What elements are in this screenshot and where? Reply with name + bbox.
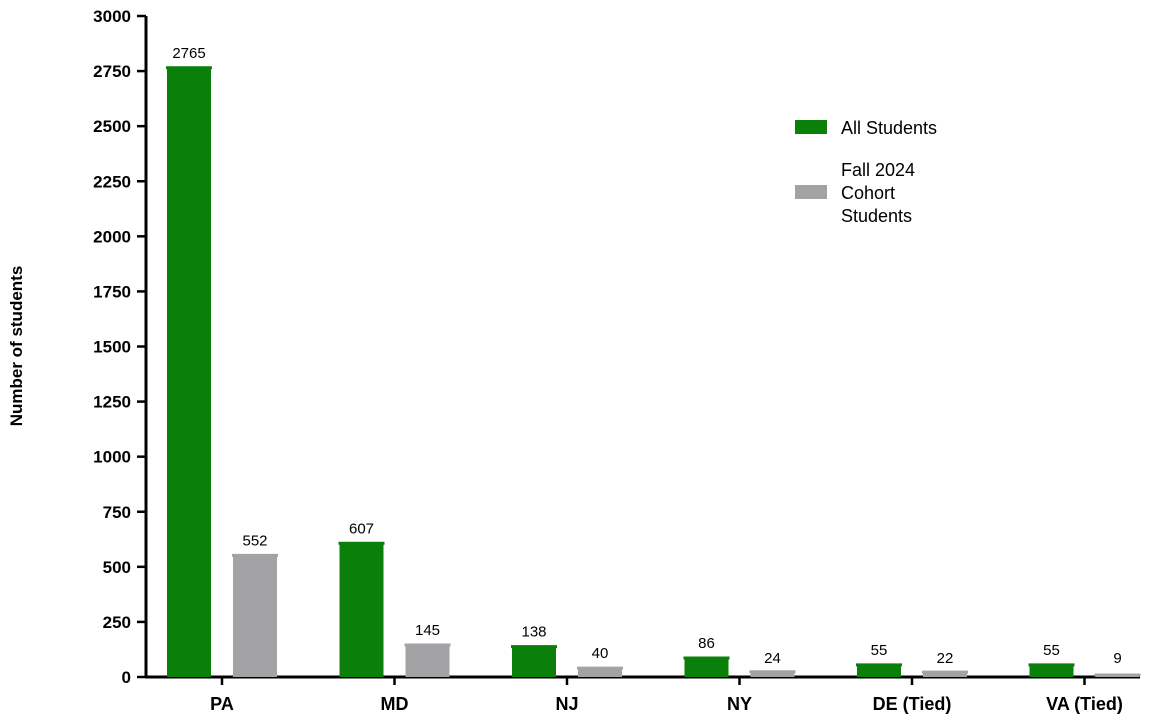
bar-fall-2024-cohort-ny [750,671,795,677]
bar-fall-2024-cohort-de-tied [923,672,967,677]
x-tick-label: DE (Tied) [873,694,952,714]
data-label: 55 [1043,642,1060,659]
data-label: 24 [764,650,781,667]
y-tick-label: 750 [103,503,131,522]
bar-all-students-md [339,543,384,677]
data-labels: 2765 607 138 86 55 55 552 145 40 24 22 9 [172,45,1121,667]
bar-all-students-va-tied [1029,664,1074,677]
bar-fall-2024-cohort-nj [578,668,622,677]
data-label: 138 [521,624,546,641]
data-label: 145 [415,622,440,639]
data-label: 40 [592,645,609,662]
y-tick-label: 0 [122,668,131,687]
y-tick-label: 2750 [93,62,131,81]
legend-swatch-fall-2024-cohort [795,185,827,199]
y-tick-label: 1000 [93,448,131,467]
x-tick-label: PA [210,694,234,714]
x-tick-label: VA (Tied) [1046,694,1123,714]
bar-all-students-pa [167,67,211,678]
legend-label-all-students: All Students [841,118,937,138]
legend-swatch-all-students [795,120,827,134]
y-tick-label: 2000 [93,227,131,246]
data-label: 55 [871,642,888,659]
bar-all-students-nj [512,646,556,677]
y-tick-label: 1250 [93,393,131,412]
bars [166,66,1141,678]
y-tick-label: 250 [103,613,131,632]
x-axis: PA MD NJ NY DE (Tied) VA (Tied) [145,675,1140,714]
y-tick-label: 1500 [93,338,131,357]
data-label: 22 [937,650,954,667]
data-label: 86 [698,635,715,652]
bar-fall-2024-cohort-md [405,645,450,677]
y-axis: 0 250 500 750 1000 1250 1500 1750 2000 2250 2500 27… [93,7,148,687]
data-label: 2765 [172,45,205,62]
x-tick-label: NY [727,694,752,714]
x-tick-label: MD [381,694,409,714]
legend-label-fall-2024-cohort: Cohort [841,183,895,203]
y-tick-label: 2250 [93,172,131,191]
bar-fall-2024-cohort-pa [233,555,277,677]
y-tick-label: 2500 [93,117,131,136]
legend-label-fall-2024-cohort: Fall 2024 [841,160,915,180]
data-label: 607 [349,520,374,537]
legend: All Students Fall 2024 Cohort Students [795,118,937,226]
y-tick-label: 3000 [93,7,131,26]
bar-all-students-de-tied [857,664,901,677]
y-tick-label: 500 [103,558,131,577]
bar-all-students-ny [684,658,729,677]
y-tick-label: 1750 [93,282,131,301]
y-axis-title: Number of students [7,266,26,427]
data-label: 552 [242,532,267,549]
data-label: 9 [1113,650,1121,667]
x-tick-label: NJ [555,694,578,714]
legend-label-fall-2024-cohort: Students [841,206,912,226]
